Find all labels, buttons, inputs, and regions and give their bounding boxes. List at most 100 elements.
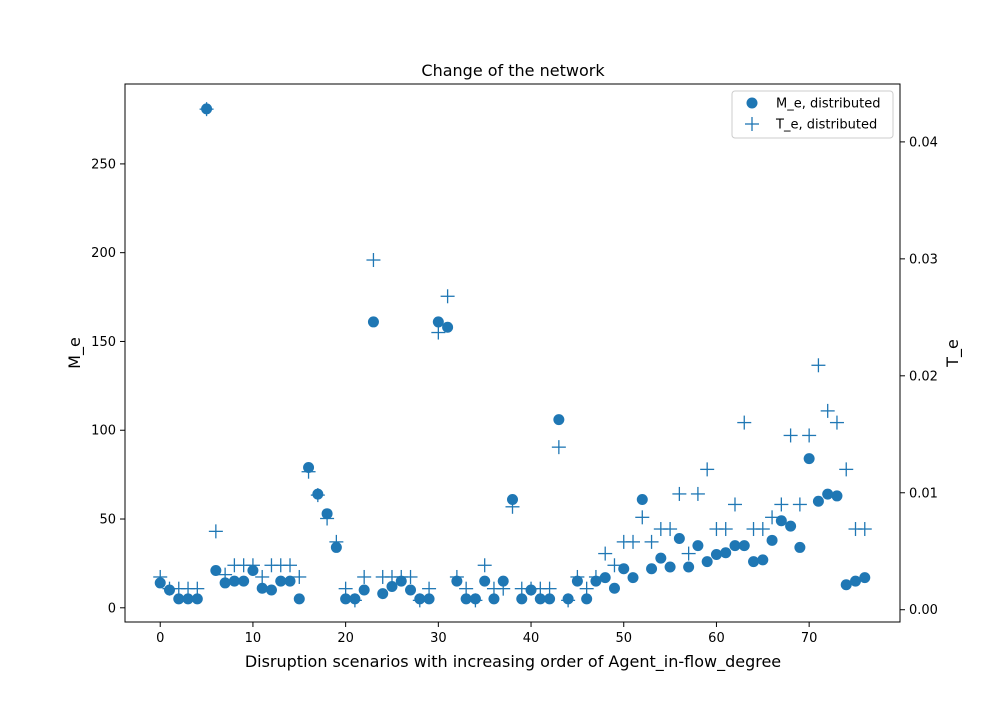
data-point-t-e [700,462,715,477]
data-point-m-e [840,579,852,591]
data-point-t-e [857,522,872,537]
data-point-m-e [822,488,834,500]
x-tick-label: 10 [245,631,262,646]
data-point-m-e [488,593,500,605]
x-tick-label: 40 [523,631,540,646]
data-point-t-e [765,510,780,525]
data-point-t-e [839,462,854,477]
data-point-m-e [581,593,593,605]
y-axis-label-right: T_e [943,339,963,368]
data-point-m-e [748,556,760,568]
data-point-m-e [275,575,287,587]
data-point-t-e [468,593,483,608]
data-point-t-e [561,593,576,608]
legend-marker-t-e [745,117,759,131]
y-left-tick-label: 150 [91,335,116,350]
data-point-t-e [820,403,835,418]
x-axis-label: Disruption scenarios with increasing ord… [245,652,781,672]
data-point-m-e [664,561,676,573]
data-point-m-e [729,540,741,552]
data-point-m-e [673,533,685,545]
data-point-m-e [405,584,417,596]
y-right-tick-label: 0.04 [909,135,938,150]
data-point-m-e [173,593,185,605]
data-point-m-e [636,493,648,505]
data-point-t-e [579,581,594,596]
data-point-t-e [737,415,752,430]
data-point-t-e [505,499,520,514]
data-point-t-e [338,581,353,596]
data-point-t-e [829,415,844,430]
data-point-m-e [618,563,630,575]
data-point-m-e [757,554,769,566]
data-point-m-e [516,593,528,605]
data-point-t-e [245,558,260,573]
data-point-t-e [755,522,770,537]
data-point-m-e [460,593,472,605]
data-point-m-e [775,515,787,527]
y-right-tick-label: 0.00 [909,603,938,618]
data-point-m-e [655,552,667,564]
data-point-t-e [690,486,705,501]
data-point-m-e [553,414,565,426]
data-point-m-e [646,563,658,575]
y-right-tick-label: 0.01 [909,486,938,501]
data-point-t-e [292,569,307,584]
data-point-t-e [727,497,742,512]
data-point-t-e [329,534,344,549]
data-point-t-e [190,581,205,596]
data-point-m-e [710,549,722,561]
data-point-m-e [358,584,370,596]
data-point-t-e [551,440,566,455]
x-tick-label: 20 [337,631,354,646]
x-tick-label: 60 [708,631,725,646]
data-point-t-e [366,253,381,268]
legend-marker-m-e [746,97,758,109]
data-point-m-e [442,321,454,333]
data-point-t-e [310,488,325,503]
data-point-t-e [412,593,427,608]
y-left-tick-label: 0 [108,601,116,616]
data-point-t-e [542,581,557,596]
data-point-t-e [440,289,455,304]
data-point-m-e [377,588,389,600]
data-point-t-e [153,569,168,584]
data-point-m-e [692,540,704,552]
data-point-t-e [422,581,437,596]
data-point-t-e [347,593,362,608]
data-point-t-e [357,569,372,584]
data-point-m-e [432,316,444,328]
data-point-t-e [459,581,474,596]
data-point-m-e [507,493,518,505]
data-point-m-e [182,593,194,605]
data-point-t-e [570,569,585,584]
data-point-t-e [218,567,233,582]
data-point-m-e [497,575,509,587]
data-point-t-e [635,510,650,525]
data-point-m-e [683,561,695,573]
y-left-tick-label: 200 [91,246,116,261]
data-point-m-e [627,572,639,584]
y-right-tick-label: 0.03 [909,252,938,267]
x-tick-label: 30 [430,631,447,646]
data-point-t-e [718,522,733,537]
data-point-m-e [794,541,806,553]
data-point-t-e [208,524,223,539]
legend: M_e, distributed T_e, distributed [731,90,894,139]
data-point-m-e [608,582,620,594]
data-point-m-e [850,575,862,587]
chart-title: Change of the network [421,61,605,80]
data-point-m-e [219,577,231,589]
legend-label: T_e, distributed [775,118,877,133]
y-right-tick-label: 0.02 [909,369,938,384]
data-point-m-e [191,593,203,605]
data-point-t-e [774,497,789,512]
legend-box [731,90,894,139]
data-point-m-e [367,316,379,328]
data-point-t-e [783,428,798,443]
data-point-m-e [293,593,305,605]
data-point-m-e [738,540,750,552]
data-point-m-e [284,575,296,587]
x-tick-label: 50 [615,631,632,646]
